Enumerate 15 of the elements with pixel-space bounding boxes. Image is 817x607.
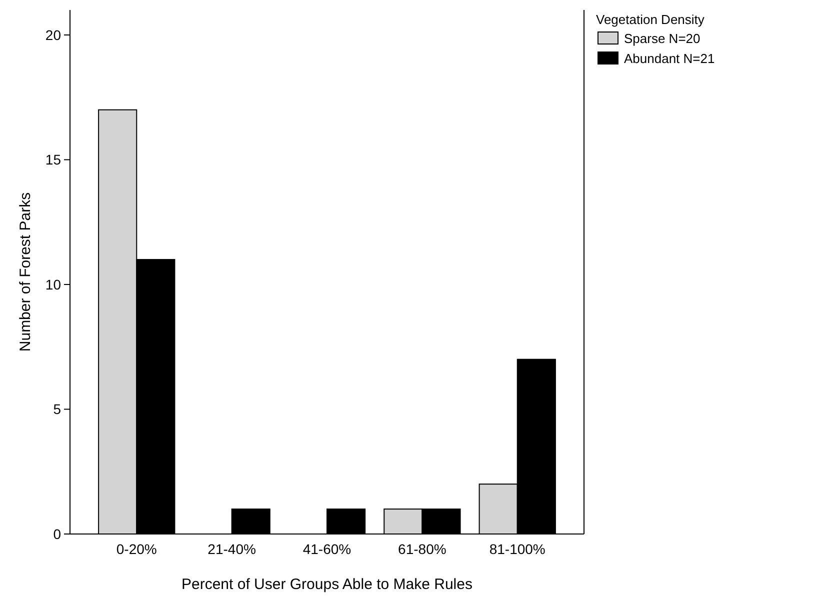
y-tick-label: 10 — [45, 276, 62, 292]
legend-title: Vegetation Density — [596, 12, 705, 27]
x-tick-label: 41-60% — [302, 541, 352, 557]
y-tick-label: 5 — [53, 401, 62, 418]
y-tick-label: 15 — [45, 152, 62, 168]
legend-label: Abundant N=21 — [624, 51, 715, 66]
legend-label: Sparse N=20 — [624, 31, 700, 46]
x-axis-title: Percent of User Groups Able to Make Rules — [182, 576, 472, 593]
x-tick-label: 0-20% — [116, 541, 157, 557]
x-tick-label: 61-80% — [398, 541, 446, 557]
y-tick-label: 0 — [53, 526, 62, 542]
x-tick-label: 21-40% — [208, 541, 256, 557]
y-axis-title: Number of Forest Parks — [17, 192, 34, 352]
x-tick-label: 81-100% — [489, 541, 546, 557]
y-tick-label: 20 — [45, 26, 62, 43]
